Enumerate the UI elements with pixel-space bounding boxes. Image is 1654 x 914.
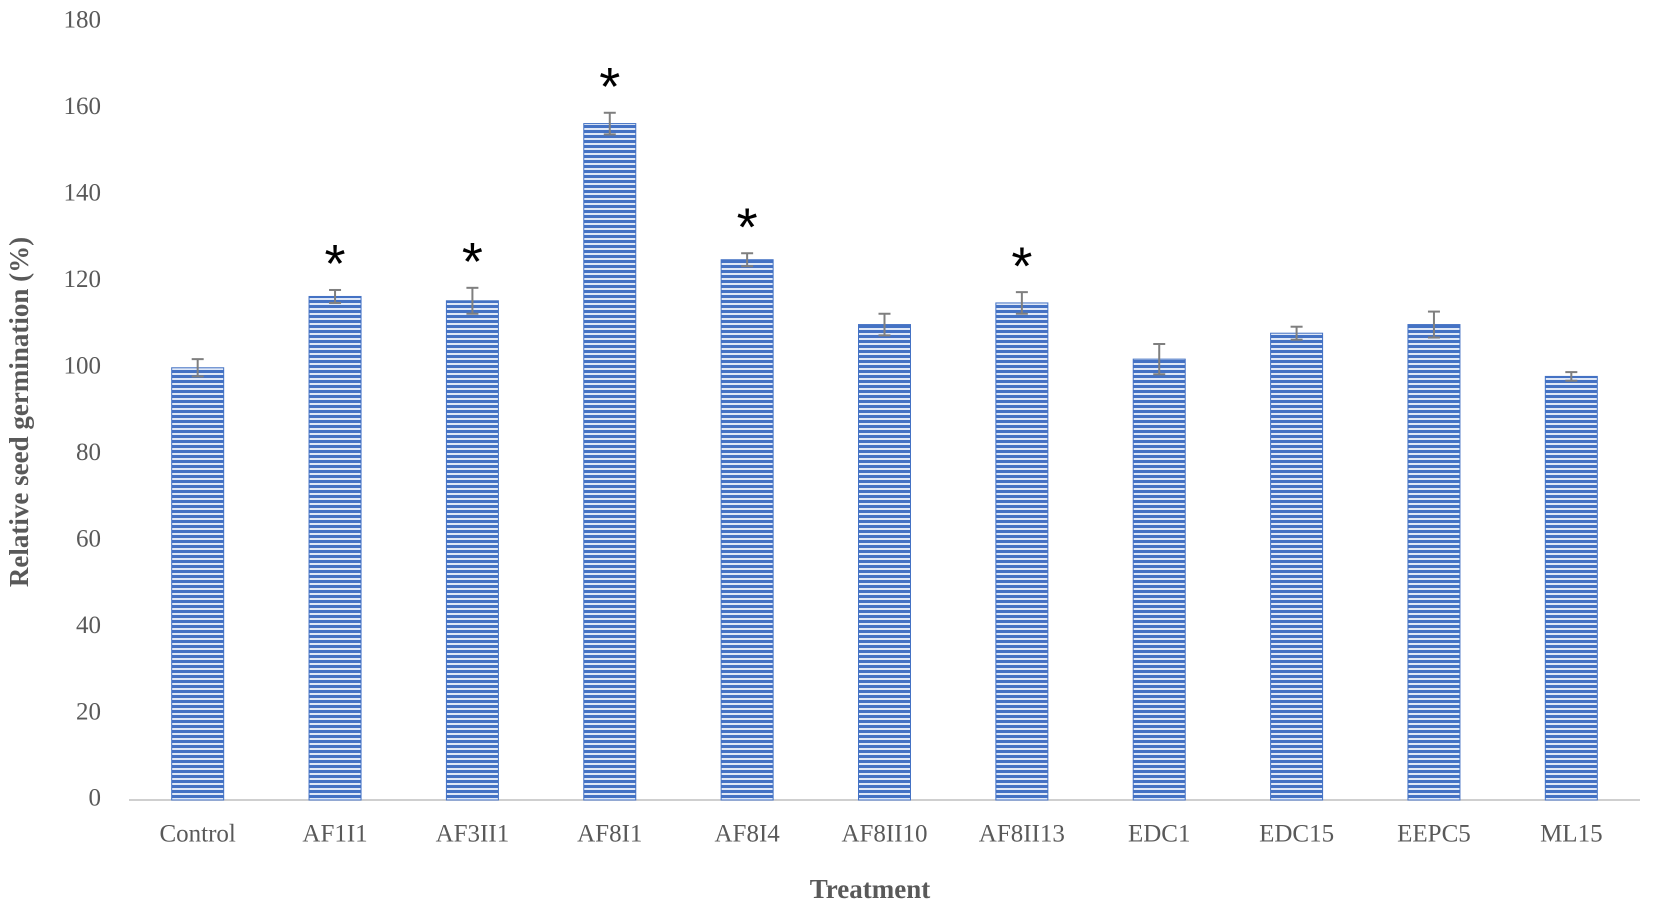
error-bar xyxy=(466,286,479,315)
error-bar xyxy=(191,358,204,378)
x-tick-label: ML15 xyxy=(1540,821,1603,848)
significance-mark: * xyxy=(1011,236,1032,296)
significance-mark: * xyxy=(737,198,758,258)
significance-mark: * xyxy=(599,57,620,117)
error-bar xyxy=(329,288,342,304)
x-tick-label: AF8II10 xyxy=(841,821,927,848)
y-tick-label: 60 xyxy=(76,525,101,552)
x-tick-label: EEPC5 xyxy=(1397,821,1471,848)
x-tick-label: AF8II13 xyxy=(979,821,1065,848)
x-tick-label: AF1I1 xyxy=(302,821,367,848)
x-tick-label: EDC1 xyxy=(1128,821,1191,848)
x-tick-label: Control xyxy=(159,821,235,848)
error-bar xyxy=(603,111,616,136)
y-axis-label: Relative seed germination (%) xyxy=(4,237,34,587)
error-bar xyxy=(878,312,891,337)
bar xyxy=(1132,358,1186,801)
y-tick-label: 180 xyxy=(64,7,102,34)
y-tick-label: 120 xyxy=(64,266,102,293)
x-tick-label: AF8I4 xyxy=(714,821,780,848)
x-axis-label: Treatment xyxy=(810,874,930,904)
y-tick-label: 140 xyxy=(64,180,102,207)
y-tick-label: 40 xyxy=(76,612,101,639)
bar xyxy=(308,295,362,801)
y-tick-label: 0 xyxy=(89,785,102,812)
significance-mark: * xyxy=(462,232,483,292)
x-tick-label: AF8I1 xyxy=(577,821,642,848)
y-tick-label: 20 xyxy=(76,698,101,725)
bar xyxy=(583,123,637,801)
y-tick-label: 80 xyxy=(76,439,101,466)
bar xyxy=(171,367,225,801)
bar xyxy=(1270,332,1324,801)
y-tick-label: 100 xyxy=(64,353,102,380)
error-bar xyxy=(741,252,754,268)
bar xyxy=(445,300,499,801)
error-bar xyxy=(1015,291,1028,315)
significance-mark: * xyxy=(325,234,346,294)
error-bar xyxy=(1565,371,1578,382)
bar xyxy=(1544,375,1598,801)
bar xyxy=(720,259,774,801)
x-tick-label: AF3II1 xyxy=(436,821,510,848)
bar xyxy=(995,302,1049,801)
error-bar xyxy=(1427,310,1440,339)
y-tick-label: 160 xyxy=(64,93,102,120)
x-tick-label: EDC15 xyxy=(1259,821,1334,848)
error-bar xyxy=(1290,325,1303,341)
error-bar xyxy=(1153,343,1166,376)
bar xyxy=(858,324,911,801)
bar xyxy=(1407,324,1461,801)
